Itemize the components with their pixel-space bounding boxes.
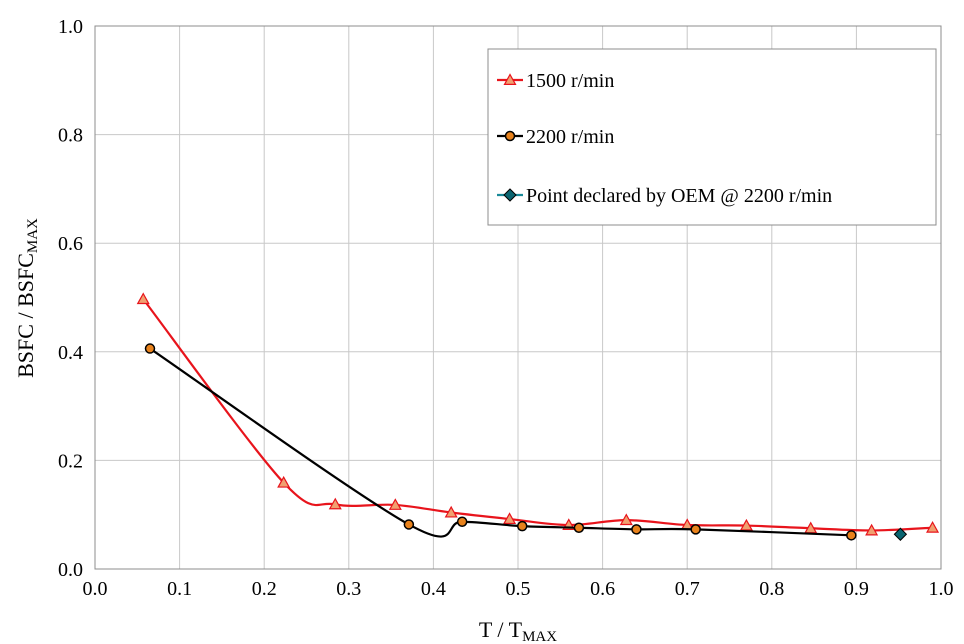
data-point	[136, 292, 150, 305]
data-point	[573, 522, 585, 533]
y-tick-labels: 0.0 0.2 0.4 0.6 0.8 1.0	[58, 16, 83, 581]
legend-label: Point declared by OEM @ 2200 r/min	[526, 185, 832, 207]
x-tick-label: 0.0	[83, 578, 108, 600]
x-tick-label: 0.8	[759, 578, 784, 600]
legend-label: 2200 r/min	[526, 126, 614, 148]
legend-item-3: Point declared by OEM @ 2200 r/min	[497, 185, 832, 207]
x-tick-labels: 0.0 0.1 0.2 0.3 0.4 0.5 0.6 0.7 0.8 0.9 1.0	[83, 578, 954, 600]
data-point	[846, 530, 857, 541]
y-axis-title-main: BSFC / BSFC	[13, 253, 38, 378]
series-1	[136, 292, 940, 536]
series-3	[893, 527, 908, 541]
data-point	[619, 513, 633, 526]
x-tick-label: 0.3	[336, 578, 361, 600]
y-tick-label: 0.6	[58, 233, 83, 255]
y-tick-label: 0.8	[58, 125, 83, 147]
data-point	[456, 516, 468, 528]
y-tick-label: 0.4	[58, 342, 83, 364]
x-tick-label: 0.6	[590, 578, 615, 600]
data-point	[388, 498, 402, 510]
legend-label: 1500 r/min	[526, 70, 614, 92]
x-tick-label: 0.5	[506, 578, 531, 600]
legend-items: 1500 r/min 2200 r/min Point declared by OE…	[497, 70, 832, 207]
y-axis-title-subscript: MAX	[25, 218, 41, 253]
series-layer	[136, 292, 940, 541]
series-2	[144, 343, 857, 541]
series-line	[142, 298, 933, 532]
data-point	[893, 527, 908, 541]
data-point	[926, 520, 940, 533]
data-point	[631, 524, 642, 535]
data-point	[516, 520, 528, 532]
x-tick-label: 0.2	[252, 578, 277, 600]
data-point	[328, 497, 342, 510]
legend-item-2: 2200 r/min	[497, 126, 614, 148]
data-point	[403, 519, 415, 530]
x-axis-title-main: T / T	[479, 617, 523, 642]
legend-marker	[504, 130, 516, 142]
data-point	[144, 343, 156, 354]
data-point	[690, 524, 701, 535]
legend-marker	[503, 73, 517, 86]
data-point	[503, 512, 517, 525]
x-tick-label: 0.7	[675, 578, 700, 600]
y-axis-title: BSFC / BSFCMAX	[13, 218, 41, 378]
x-axis-title-subscript: MAX	[522, 629, 557, 644]
legend: 1500 r/min 2200 r/min Point declared by OE…	[487, 48, 937, 226]
data-point	[739, 518, 753, 531]
x-axis-title: T / TMAX	[479, 617, 557, 644]
x-tick-label: 0.9	[844, 578, 869, 600]
plot-frame	[94, 25, 942, 570]
legend-box	[487, 48, 937, 226]
data-point	[865, 523, 879, 536]
y-tick-label: 0.2	[58, 450, 83, 472]
data-point	[444, 505, 458, 518]
y-tick-label: 0.0	[58, 559, 83, 581]
y-tick-label: 1.0	[58, 16, 83, 38]
x-tick-label: 0.4	[421, 578, 446, 600]
x-tick-label: 1.0	[929, 578, 954, 600]
legend-marker	[503, 188, 517, 202]
data-point	[277, 475, 291, 488]
x-tick-label: 0.1	[167, 578, 192, 600]
legend-item-1: 1500 r/min	[497, 70, 614, 92]
